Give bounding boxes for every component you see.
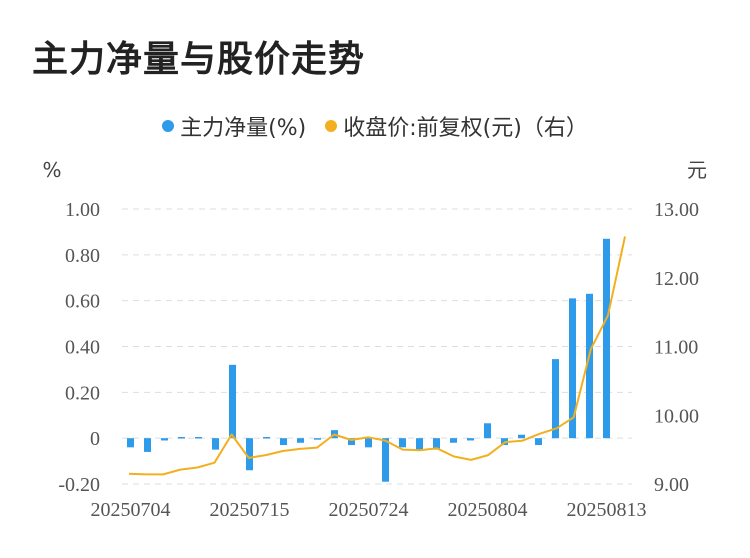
y-left-tick-label: 1.00 bbox=[65, 199, 100, 221]
chart-title: 主力净量与股价走势 bbox=[32, 39, 366, 80]
bar bbox=[263, 437, 270, 439]
y-right-tick-label: 13.00 bbox=[654, 199, 699, 221]
legend: 主力净量(%) 收盘价:前复权(元)（右） bbox=[0, 110, 750, 142]
y-right-tick-label: 11.00 bbox=[654, 337, 698, 359]
x-tick-label: 20250724 bbox=[329, 499, 409, 521]
bar bbox=[416, 438, 423, 450]
legend-item-close-price[interactable]: 收盘价:前复权(元)（右） bbox=[325, 110, 588, 142]
bar bbox=[518, 434, 525, 439]
y-left-tick-label: 0 bbox=[90, 428, 100, 450]
bar bbox=[229, 364, 236, 439]
y-left-tick-label: 0.80 bbox=[65, 245, 100, 267]
y-left-tick-label: 0.40 bbox=[65, 337, 100, 359]
bar bbox=[195, 437, 202, 439]
x-tick-label: 20250804 bbox=[448, 499, 528, 521]
bar bbox=[212, 438, 219, 450]
gridlines bbox=[122, 208, 632, 485]
y-left-tick-label: -0.20 bbox=[58, 474, 100, 496]
bar bbox=[382, 438, 389, 482]
bar bbox=[467, 438, 474, 441]
legend-item-net-flow[interactable]: 主力净量(%) bbox=[162, 110, 306, 142]
legend-label-net-flow: 主力净量(%) bbox=[180, 116, 307, 141]
bar bbox=[586, 293, 593, 439]
bar bbox=[348, 438, 355, 446]
close-price-line bbox=[128, 236, 626, 476]
bar bbox=[246, 438, 253, 471]
y-right-unit: 元 bbox=[687, 158, 707, 182]
legend-label-close-price: 收盘价:前复权(元)（右） bbox=[343, 116, 588, 141]
legend-marker-net-flow bbox=[162, 120, 175, 132]
x-tick-label: 20250704 bbox=[91, 499, 171, 521]
legend-marker-close-price bbox=[325, 120, 338, 132]
bar bbox=[569, 298, 576, 439]
bar bbox=[535, 438, 542, 446]
bar bbox=[365, 438, 372, 448]
bar bbox=[161, 438, 168, 441]
x-tick-label: 20250813 bbox=[567, 499, 647, 521]
bar bbox=[603, 238, 610, 439]
bar bbox=[450, 438, 457, 443]
bar bbox=[484, 423, 491, 439]
y-left-tick-label: 0.60 bbox=[65, 291, 100, 313]
axes: 1.00 0.80 0.60 0.40 0.20 0 -0.20 13.00 12.00 11.0… bbox=[42, 158, 707, 521]
x-tick-label: 20250715 bbox=[210, 499, 290, 521]
line-series bbox=[128, 236, 626, 476]
bar-series bbox=[127, 238, 610, 482]
y-right-tick-label: 12.00 bbox=[654, 268, 699, 290]
bar bbox=[433, 438, 440, 450]
bar bbox=[297, 438, 304, 443]
y-left-unit: % bbox=[42, 158, 61, 182]
y-right-tick-label: 9.00 bbox=[654, 474, 689, 496]
bar bbox=[280, 438, 287, 446]
bar bbox=[314, 438, 321, 440]
bar bbox=[399, 438, 406, 448]
y-left-tick-label: 0.20 bbox=[65, 382, 100, 404]
bar bbox=[178, 437, 185, 439]
bar bbox=[552, 359, 559, 439]
y-right-tick-label: 10.00 bbox=[654, 405, 699, 427]
bar bbox=[127, 438, 134, 448]
bar bbox=[144, 438, 151, 452]
